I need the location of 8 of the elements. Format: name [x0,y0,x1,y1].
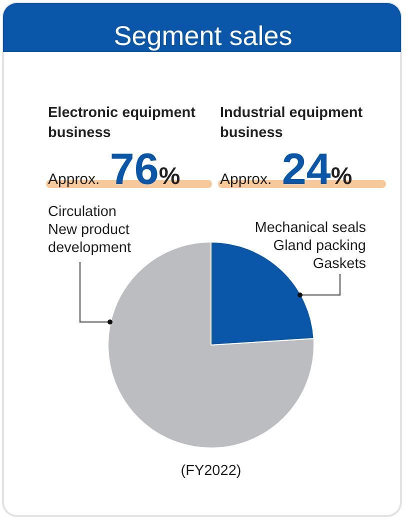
slice-label: Industrial equipment business [220,105,363,141]
data-label: Approx. 76% [48,145,180,194]
chart-title: Segment sales [114,21,292,51]
slice-label: Electronic equipment business [48,105,196,141]
data-label: Approx. 24% [220,145,352,194]
text: Circulation New product development [48,204,132,256]
text: Mechanical seals Gland packing Gaskets [254,220,366,272]
text: (FY2022) [180,463,242,479]
